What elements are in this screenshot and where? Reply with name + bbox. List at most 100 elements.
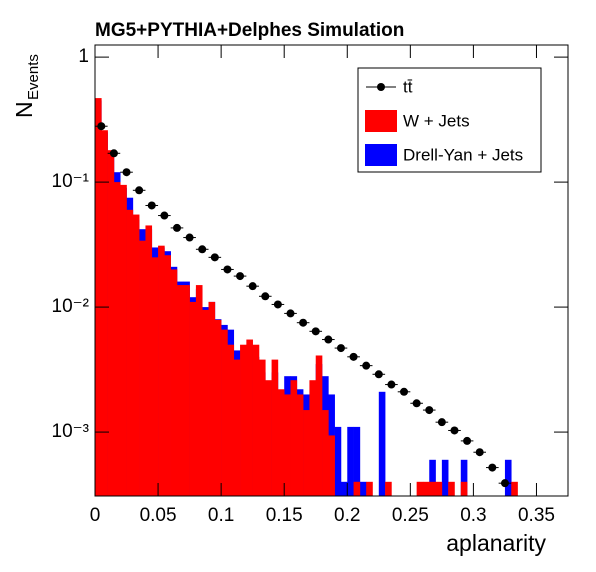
x-tick-label: 0.15 xyxy=(266,505,303,526)
histogram-bar xyxy=(227,344,235,496)
histogram-bar xyxy=(113,182,121,496)
histogram-bar xyxy=(340,481,348,496)
data-point xyxy=(172,223,181,232)
x-axis-label: aplanarity xyxy=(446,530,546,556)
data-point xyxy=(463,436,472,445)
data-point xyxy=(273,300,282,309)
data-point xyxy=(400,387,409,396)
histogram-bar xyxy=(240,344,247,496)
data-point xyxy=(437,418,446,427)
histogram-bar xyxy=(347,426,354,496)
histogram-bar xyxy=(448,481,455,496)
histogram-bar xyxy=(277,389,285,496)
histogram-bar xyxy=(296,394,304,496)
histogram-bar xyxy=(265,380,272,496)
histogram-bar xyxy=(164,255,171,496)
data-point xyxy=(109,149,118,158)
histogram-bar xyxy=(246,339,253,496)
histogram-bar xyxy=(271,359,279,496)
data-point xyxy=(475,448,484,457)
data-point xyxy=(324,335,333,344)
histogram-bar xyxy=(208,301,216,496)
data-point xyxy=(450,426,459,435)
data-point xyxy=(160,211,169,220)
histogram-bar xyxy=(435,481,443,496)
histogram-bar xyxy=(101,130,108,497)
histogram-bar xyxy=(328,435,335,496)
histogram-bar xyxy=(366,481,373,496)
histogram-bar xyxy=(214,319,222,496)
x-tick-label: 0.35 xyxy=(518,505,555,526)
histogram-bar xyxy=(422,481,430,496)
histogram-bar xyxy=(504,459,512,496)
histogram-bar xyxy=(511,481,518,496)
x-tick-label: 0.2 xyxy=(334,505,360,526)
histogram-bar xyxy=(359,481,367,496)
data-point xyxy=(349,352,358,361)
histogram-bar xyxy=(139,240,146,496)
histogram-bar xyxy=(353,426,361,496)
legend-label: W + Jets xyxy=(403,111,470,130)
data-point xyxy=(412,399,421,408)
legend-swatch xyxy=(365,144,397,166)
data-point xyxy=(336,344,345,353)
x-tick-label: 0.05 xyxy=(140,505,177,526)
data-point xyxy=(311,327,320,336)
x-tick-label: 0 xyxy=(90,505,101,526)
data-point xyxy=(210,253,219,262)
data-point xyxy=(362,361,371,370)
histogram-bar xyxy=(385,481,392,496)
histogram-bar xyxy=(233,359,241,496)
histogram-bar xyxy=(416,481,424,496)
histogram-bar xyxy=(460,459,468,496)
y-axis-label-sub: Events xyxy=(25,54,42,100)
histogram-bar xyxy=(107,150,115,496)
legend-label: tt̄ xyxy=(403,77,413,96)
data-point xyxy=(248,282,257,291)
y-tick-label: 10⁻³ xyxy=(52,421,90,442)
histogram-bar xyxy=(252,344,260,496)
histogram-bar xyxy=(309,380,317,496)
legend-label: Drell-Yan + Jets xyxy=(403,145,523,164)
y-axis-label-main: N xyxy=(11,101,37,118)
histogram-bar xyxy=(120,184,127,496)
y-tick-label: 10⁻¹ xyxy=(52,171,90,192)
histogram-bar xyxy=(202,309,209,496)
histogram-bar xyxy=(460,481,468,496)
histogram-bar xyxy=(221,329,228,496)
chart-title: MG5+PYTHIA+Delphes Simulation xyxy=(95,20,404,41)
data-point xyxy=(135,186,144,195)
histogram-bar xyxy=(170,269,178,496)
data-point xyxy=(286,309,295,318)
histogram-bar xyxy=(378,391,386,496)
x-tick-label: 0.25 xyxy=(392,505,429,526)
x-tick-label: 0.3 xyxy=(460,505,486,526)
data-point xyxy=(488,463,497,472)
histogram-bar xyxy=(195,285,203,496)
plot-frame xyxy=(94,44,569,497)
y-tick-label: 1 xyxy=(78,46,89,67)
data-point xyxy=(374,370,383,379)
histogram-bar xyxy=(353,481,361,496)
data-point xyxy=(198,245,207,254)
data-point xyxy=(299,318,308,327)
data-point xyxy=(500,479,509,488)
histogram-bar xyxy=(176,285,184,496)
histogram-bar xyxy=(334,426,342,496)
histogram-bar xyxy=(151,257,159,496)
data-point xyxy=(236,272,245,281)
histogram-bar xyxy=(126,209,134,496)
histogram-bar xyxy=(158,245,165,496)
histogram-bar xyxy=(322,410,329,496)
data-point xyxy=(425,406,434,415)
legend-swatch xyxy=(365,110,397,132)
data-point xyxy=(387,380,396,389)
histogram-bar xyxy=(429,481,436,496)
histogram-bar xyxy=(441,459,449,496)
histogram-bar xyxy=(429,459,436,496)
data-point xyxy=(147,201,156,210)
histogram-bar xyxy=(290,380,298,496)
histogram-bar xyxy=(183,285,190,496)
y-axis-label: N Events xyxy=(11,54,42,118)
